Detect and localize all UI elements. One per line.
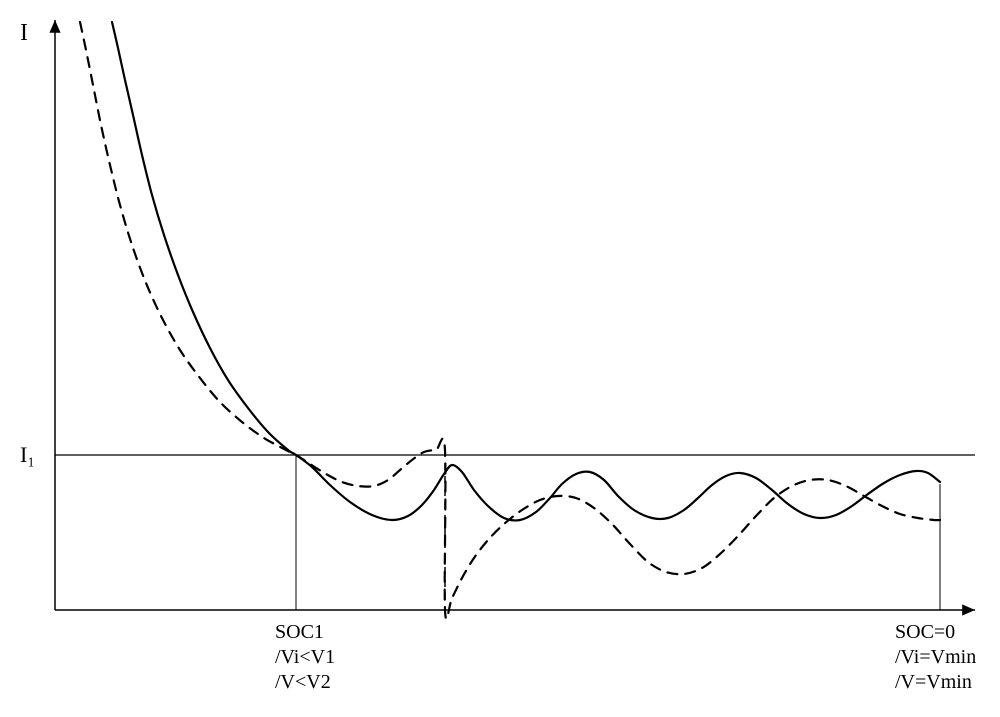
x-tick-label-soc1: SOC1 /Vi<V1 /V<V2 [275, 620, 335, 695]
y-axis-label: I [20, 20, 28, 47]
chart-container: I I₁ SOC1 /Vi<V1 /V<V2 SOC=0 /Vi=Vmin /V… [0, 0, 1000, 717]
i1-label: I₁ [20, 442, 35, 468]
chart-svg [0, 0, 1000, 717]
x-tick-label-soc0: SOC=0 /Vi=Vmin /V=Vmin [895, 620, 976, 695]
